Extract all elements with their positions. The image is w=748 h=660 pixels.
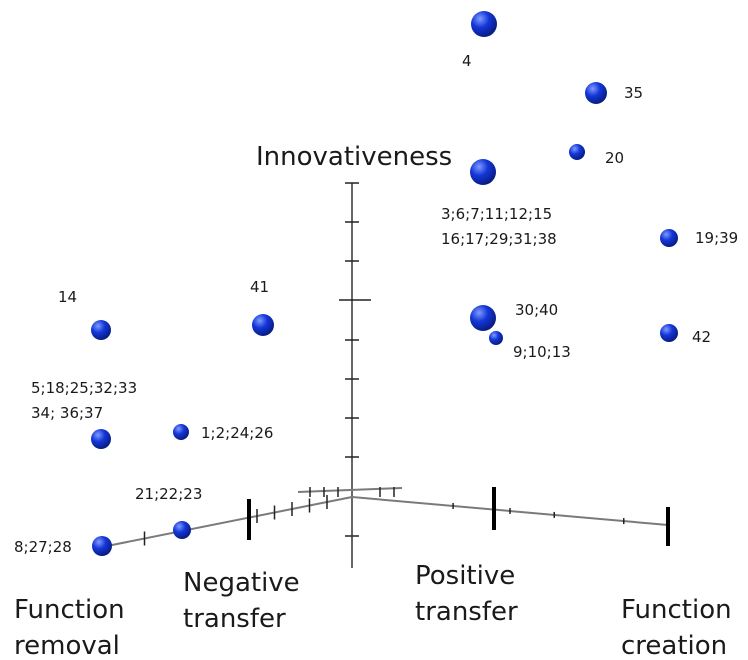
category-positive-transfer-line1: Positive — [415, 561, 515, 591]
point-layer — [91, 11, 678, 556]
data-point-marker — [252, 314, 274, 336]
data-point-label: 42 — [692, 328, 711, 346]
axis-layer — [101, 183, 669, 568]
data-point-label: 41 — [250, 278, 269, 296]
data-point-marker — [470, 305, 496, 331]
vertical-axis-title: Innovativeness — [256, 142, 452, 172]
data-point-label: 4 — [462, 52, 472, 70]
data-point-label: 19;39 — [695, 229, 738, 247]
category-positive-transfer-line2: transfer — [415, 597, 518, 627]
data-point-marker — [569, 144, 585, 160]
depth-axis-line — [297, 487, 403, 493]
data-point-label: 1;2;24;26 — [201, 424, 273, 442]
category-function-creation-line2: creation — [621, 631, 727, 660]
data-point-label: 3;6;7;11;12;15 16;17;29;31;38 — [441, 205, 557, 248]
data-point-label: 8;27;28 — [14, 538, 72, 556]
data-point-label: 9;10;13 — [513, 343, 571, 361]
data-point-marker — [660, 324, 678, 342]
data-point-label: 14 — [58, 288, 77, 306]
data-point-marker — [470, 159, 496, 185]
left-axis-line — [101, 496, 353, 548]
data-point-marker — [585, 82, 607, 104]
data-point-marker — [173, 424, 189, 440]
data-point-label: 35 — [624, 84, 643, 102]
data-point-label: 30;40 — [515, 301, 558, 319]
data-point-label: 21;22;23 — [135, 485, 202, 503]
data-point-label: 20 — [605, 149, 624, 167]
data-point-label: 5;18;25;32;33 34; 36;37 — [31, 379, 137, 422]
label-layer: 4 35 20 3;6;7;11;12;15 16;17;29;31;38 19;39 14… — [14, 52, 738, 556]
data-point-marker — [173, 521, 191, 539]
data-point-marker — [92, 536, 112, 556]
data-point-marker — [91, 429, 111, 449]
data-point-marker — [660, 229, 678, 247]
tick-layer — [143, 182, 670, 546]
category-function-removal-line1: Function — [14, 595, 125, 625]
category-negative-transfer-line2: transfer — [183, 604, 286, 634]
category-function-creation-line1: Function — [621, 595, 732, 625]
category-negative-transfer-line1: Negative — [183, 568, 300, 598]
data-point-marker — [489, 331, 503, 345]
data-point-marker — [91, 320, 111, 340]
category-function-removal-line2: removal — [14, 631, 120, 660]
data-point-marker — [471, 11, 497, 37]
